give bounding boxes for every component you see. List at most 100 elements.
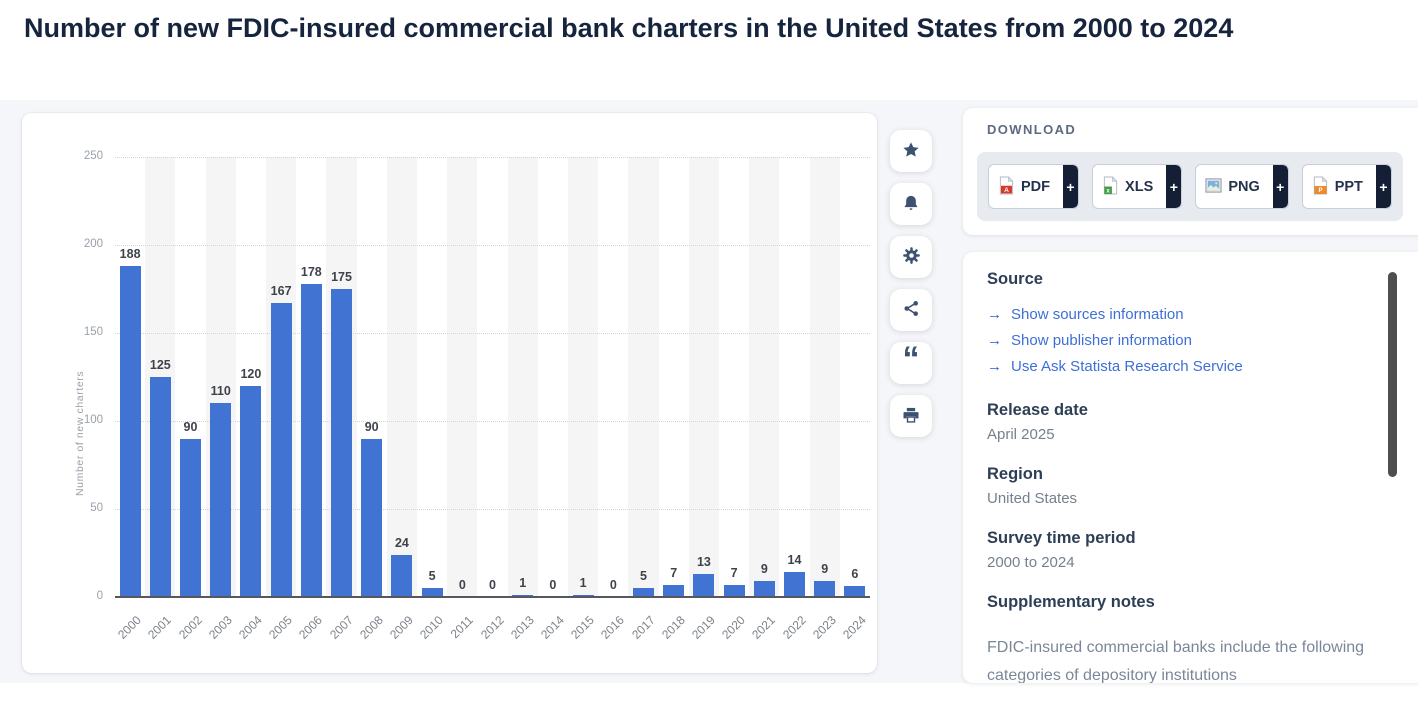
bar[interactable] <box>844 586 866 597</box>
bar-value-label: 90 <box>183 419 198 434</box>
bar-value-label: 1 <box>579 576 587 591</box>
y-tick-label: 150 <box>83 326 103 338</box>
bar-value-label: 125 <box>149 358 171 372</box>
bar-value-label: 9 <box>760 562 768 577</box>
toolbar-button-printer[interactable] <box>890 395 932 437</box>
x-tick-label: 2014 <box>538 613 567 642</box>
toolbar-button-share[interactable] <box>890 289 932 331</box>
y-gridline <box>115 245 870 246</box>
bar-value-label: 110 <box>210 384 231 399</box>
svg-text:A: A <box>1004 186 1009 193</box>
pdf-file-icon: A <box>998 175 1015 198</box>
plot-background-stripe <box>749 157 780 597</box>
y-gridline <box>115 333 870 334</box>
release-date-value: April 2025 <box>987 426 1055 443</box>
bar-value-label: 178 <box>300 264 322 279</box>
bar-value-label: 5 <box>428 569 436 584</box>
bar-value-label: 0 <box>489 578 496 592</box>
arrow-right-icon: → <box>987 305 1002 323</box>
share-icon <box>902 299 921 321</box>
bar[interactable] <box>633 588 654 597</box>
bar-value-label: 0 <box>609 578 617 592</box>
x-tick-label: 2000 <box>115 613 144 642</box>
y-gridline <box>115 157 870 158</box>
bar[interactable] <box>210 403 232 597</box>
x-tick-label: 2002 <box>175 613 205 642</box>
plot-background-stripe <box>628 157 659 597</box>
bar[interactable] <box>180 438 201 597</box>
chart-action-toolbar: “ <box>890 130 932 437</box>
page-title: Number of new FDIC-insured commercial ba… <box>24 13 1234 43</box>
download-ppt-button[interactable]: P PPT + <box>1301 164 1392 209</box>
bar[interactable] <box>753 581 775 597</box>
x-tick-label: 2012 <box>477 613 507 642</box>
download-png-button[interactable]: PNG + <box>1195 164 1289 209</box>
source-link-2[interactable]: Use Ask Statista Research Service <box>1011 357 1243 375</box>
printer-icon <box>901 405 921 428</box>
bar[interactable] <box>391 554 413 597</box>
bar[interactable] <box>723 584 745 597</box>
bar[interactable] <box>240 385 262 597</box>
download-png-plus-button[interactable]: + <box>1272 165 1288 208</box>
arrow-right-icon: → <box>987 357 1002 375</box>
x-tick-label: 2004 <box>236 613 265 642</box>
chart-card: Number of new charters 0 50 100 150 200 250 18… <box>22 113 877 673</box>
bar[interactable] <box>119 266 141 597</box>
plot-background-stripe <box>507 157 538 597</box>
source-link-0[interactable]: Show sources information <box>1011 305 1184 323</box>
supplementary-notes-heading: Supplementary notes <box>987 593 1155 611</box>
x-tick-label: 2022 <box>779 613 809 642</box>
bar-value-label: 7 <box>670 565 678 580</box>
source-heading: Source <box>987 270 1043 288</box>
bar[interactable] <box>663 584 685 597</box>
download-pdf-plus-button[interactable]: + <box>1063 165 1079 208</box>
survey-period-value: 2000 to 2024 <box>987 554 1075 571</box>
x-tick-label: 2008 <box>356 613 386 642</box>
download-ppt-label: PPT <box>1334 178 1363 195</box>
bar[interactable] <box>784 572 805 597</box>
star-icon <box>901 140 921 163</box>
bar-value-label: 167 <box>270 284 292 299</box>
plot-background-stripe <box>568 157 599 597</box>
bar[interactable] <box>814 581 836 597</box>
x-tick-label: 2006 <box>296 613 326 642</box>
sidebar-scrollbar-thumb[interactable] <box>1388 272 1397 477</box>
quote-icon: “ <box>902 340 920 378</box>
source-link-item: → Show publisher information <box>987 327 1409 353</box>
x-tick-label: 2013 <box>507 613 537 642</box>
download-pdf-button[interactable]: A PDF + <box>988 164 1080 209</box>
x-tick-label: 2020 <box>719 613 748 642</box>
x-tick-label: 2017 <box>628 613 658 642</box>
download-pdf-label: PDF <box>1021 178 1050 195</box>
toolbar-button-quote[interactable]: “ <box>890 342 932 384</box>
toolbar-button-star[interactable] <box>890 130 932 172</box>
bar[interactable] <box>149 377 171 597</box>
x-tick-label: 2019 <box>689 613 718 642</box>
source-link-1[interactable]: Show publisher information <box>1011 331 1192 349</box>
download-ppt-plus-button[interactable]: + <box>1375 165 1391 208</box>
y-tick-label: 100 <box>83 414 103 426</box>
x-tick-label: 2015 <box>568 613 597 642</box>
release-date-heading: Release date <box>987 401 1088 419</box>
toolbar-button-bell[interactable] <box>890 183 932 225</box>
toolbar-button-gear[interactable] <box>890 236 932 278</box>
bar[interactable] <box>361 438 383 597</box>
bar[interactable] <box>331 289 352 597</box>
x-tick-label: 2010 <box>417 613 446 642</box>
bar[interactable] <box>300 283 322 597</box>
source-links: → Show sources information → Show publisher… <box>987 301 1409 379</box>
x-tick-label: 2003 <box>205 613 235 642</box>
y-gridline <box>115 509 870 510</box>
y-tick-label: 200 <box>83 238 103 250</box>
y-tick-label: 0 <box>96 590 103 602</box>
plot-background-stripe <box>386 157 417 597</box>
bar-value-label: 90 <box>364 419 379 434</box>
download-png-label: PNG <box>1228 178 1260 195</box>
bar[interactable] <box>421 588 443 597</box>
bar[interactable] <box>270 303 292 597</box>
download-xls-button[interactable]: x XLS + <box>1092 164 1183 209</box>
bar[interactable] <box>693 574 715 597</box>
xls-file-icon: x <box>1102 175 1119 198</box>
download-xls-plus-button[interactable]: + <box>1166 165 1182 208</box>
